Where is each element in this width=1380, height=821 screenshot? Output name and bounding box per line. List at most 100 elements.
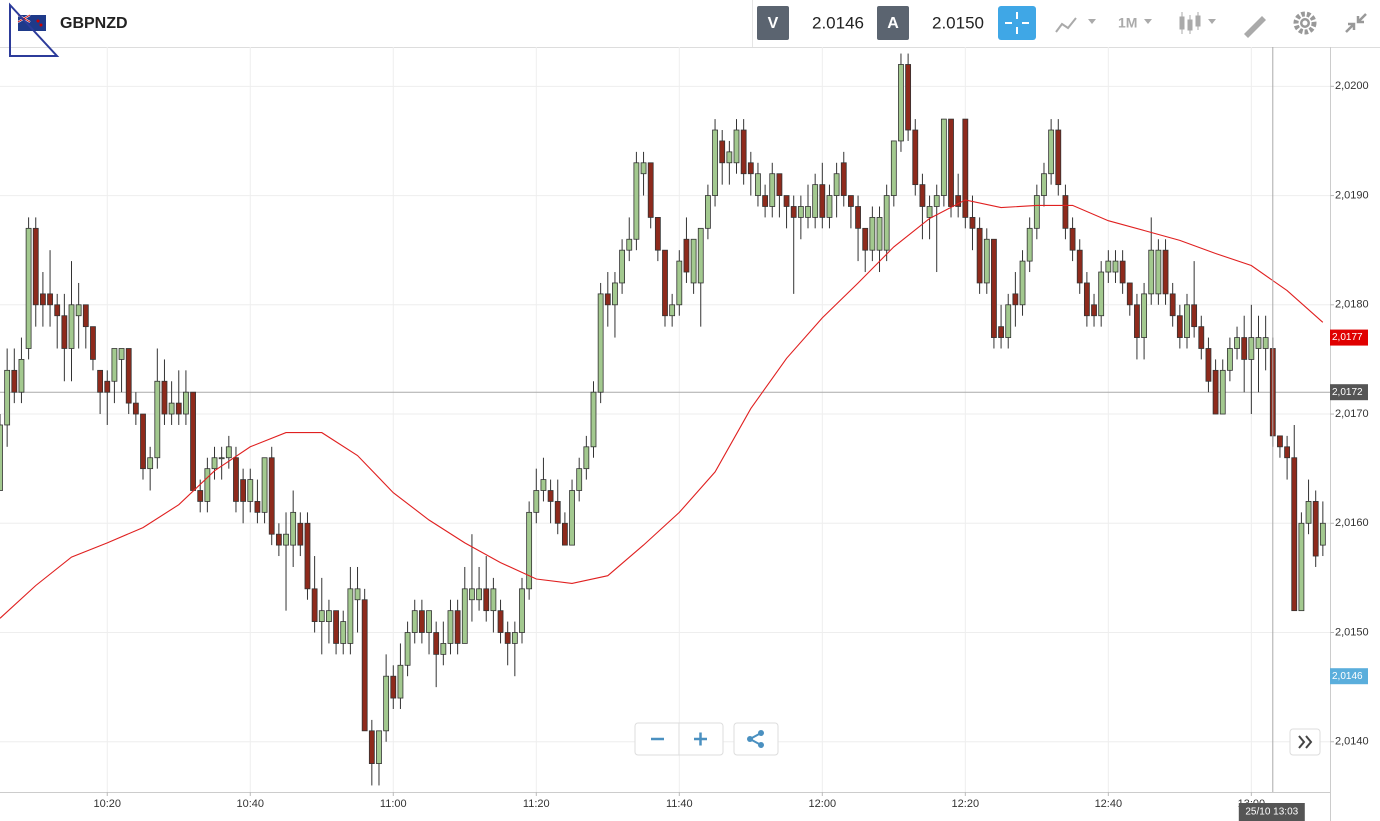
- candle-body: [826, 195, 833, 218]
- candle-body: [454, 610, 461, 644]
- candle-body: [390, 675, 397, 699]
- x-tick-label: 11:00: [380, 798, 407, 810]
- candle-body: [855, 206, 861, 229]
- corner-mark: [9, 2, 60, 57]
- crosshair-button[interactable]: [998, 6, 1036, 40]
- zoom-in[interactable]: [694, 732, 707, 746]
- candle-body: [640, 162, 647, 175]
- candle-body: [254, 501, 261, 513]
- candle-body: [898, 64, 904, 142]
- candle-body: [1119, 260, 1126, 284]
- candle-body: [240, 479, 247, 502]
- candle-body: [705, 195, 711, 229]
- candle-body: [1012, 293, 1019, 306]
- x-tick-label: 11:20: [523, 798, 550, 810]
- timeframe: 1M: [1118, 15, 1137, 31]
- candle-body: [604, 293, 611, 306]
- share-button[interactable]: [733, 722, 779, 756]
- symbol: GBPNZD: [60, 15, 128, 32]
- candle-body: [225, 446, 232, 459]
- scroll-right-button[interactable]: [1289, 728, 1321, 756]
- bid-price: 2.0146: [812, 13, 864, 32]
- candle-body: [905, 64, 912, 131]
- candle-body: [991, 238, 997, 338]
- settings-button[interactable]: [1293, 11, 1317, 35]
- candle-body: [1155, 249, 1162, 295]
- candle-body: [40, 293, 46, 306]
- candle-body: [612, 282, 618, 306]
- crosshair-price-box: [1330, 384, 1368, 401]
- candle-body: [926, 206, 933, 218]
- candle-body: [976, 227, 983, 284]
- bid-label: V: [768, 15, 779, 32]
- candle-body: [1205, 348, 1212, 382]
- timeframe-button[interactable]: 1M: [1118, 15, 1152, 31]
- candle-body: [883, 195, 890, 251]
- candle-body: [890, 140, 897, 196]
- candle-body: [662, 249, 668, 317]
- candle-body: [190, 391, 196, 491]
- candle-body: [1284, 446, 1290, 459]
- candle-body: [82, 304, 89, 328]
- candle-body: [511, 632, 518, 644]
- price-marker-label: 2,0177: [1332, 332, 1363, 343]
- candle-body: [25, 227, 32, 349]
- candle-body: [1241, 337, 1248, 360]
- x-tick-label: 10:40: [237, 798, 265, 810]
- candle-body: [1148, 249, 1155, 295]
- candle-body: [440, 643, 447, 655]
- chart-type-button[interactable]: [1055, 17, 1096, 33]
- candle-body: [1169, 293, 1176, 317]
- bid-label-box: [757, 6, 789, 40]
- candle-body: [840, 162, 847, 196]
- candle-body: [819, 184, 826, 218]
- candle-body: [554, 501, 561, 524]
- y-tick-label: 2,0190: [1335, 189, 1369, 201]
- candle-body: [1248, 337, 1255, 360]
- candle-body: [919, 184, 926, 207]
- candle-body: [1055, 129, 1062, 186]
- y-tick-label: 2,0150: [1335, 626, 1369, 638]
- candle-body: [211, 457, 218, 470]
- candle-body: [476, 588, 482, 601]
- ask-price: 2.0150: [932, 13, 984, 32]
- candle-body: [490, 588, 497, 612]
- candle-body: [311, 588, 318, 622]
- candle-body: [540, 479, 547, 491]
- candle-body: [726, 151, 733, 164]
- toolbar: [0, 0, 1380, 47]
- candle-body: [790, 206, 797, 218]
- candle-body: [368, 730, 375, 764]
- candle-body: [32, 227, 39, 306]
- candle-body: [75, 304, 82, 317]
- candle-body: [1198, 326, 1205, 349]
- candle-body: [647, 162, 654, 218]
- zoom-controls: [634, 722, 779, 756]
- candle-body: [948, 118, 954, 207]
- candle-body: [654, 217, 661, 251]
- candle-body: [998, 326, 1004, 338]
- candle-body: [4, 369, 11, 426]
- candle-body: [1212, 369, 1219, 415]
- candle-body: [361, 599, 368, 732]
- ask-label-box: [877, 6, 909, 40]
- candle-body: [61, 315, 68, 349]
- candle-body: [876, 217, 883, 251]
- candle-body: [290, 511, 297, 546]
- draw-button[interactable]: [1244, 16, 1266, 38]
- candle-body: [297, 522, 304, 546]
- candle-body: [1033, 195, 1040, 229]
- collapse-button[interactable]: [1345, 13, 1367, 33]
- candle-body: [354, 588, 361, 601]
- candle-body: [333, 610, 339, 644]
- candle-body: [483, 588, 490, 612]
- candle-body: [1019, 260, 1026, 306]
- candle-body: [983, 238, 990, 284]
- candle-body: [812, 184, 819, 218]
- candle-body: [1255, 337, 1262, 349]
- candle-body: [1069, 227, 1076, 251]
- candle-style-button[interactable]: [1179, 12, 1216, 34]
- x-tick-label: 12:20: [952, 798, 980, 810]
- candle-body: [519, 588, 525, 633]
